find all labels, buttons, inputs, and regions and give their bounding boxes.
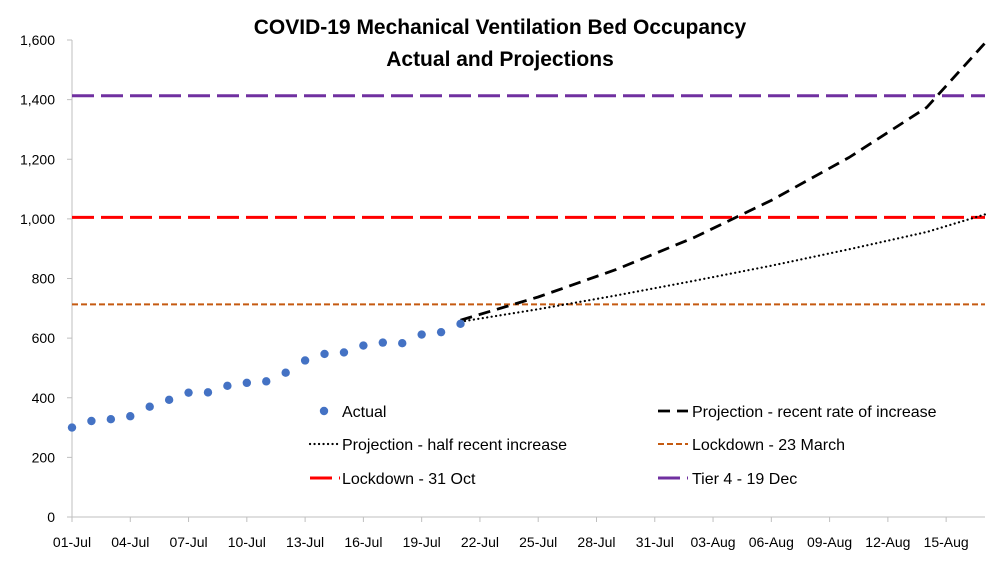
legend-label: Lockdown - 23 March	[692, 437, 845, 454]
y-tick-label: 600	[32, 330, 56, 346]
x-tick-label: 28-Jul	[577, 534, 615, 550]
y-tick-label: 1,400	[20, 92, 55, 108]
actual-point	[106, 415, 116, 424]
actual-point	[320, 349, 329, 359]
actual-point	[359, 341, 368, 350]
actual-point	[126, 412, 135, 421]
y-tick-label: 400	[32, 390, 56, 406]
chart-subtitle: Actual and Projections	[386, 48, 614, 71]
x-tick-label: 09-Aug	[807, 534, 852, 550]
x-tick-label: 25-Jul	[519, 534, 557, 550]
x-tick-label: 03-Aug	[690, 534, 735, 550]
x-tick-label: 19-Jul	[403, 534, 441, 550]
actual-point	[164, 395, 174, 405]
actual-point	[417, 330, 426, 339]
x-tick-label: 01-Jul	[53, 534, 91, 550]
y-tick-label: 1,200	[20, 151, 55, 167]
x-tick-label: 16-Jul	[344, 534, 382, 550]
actual-point	[67, 423, 77, 432]
x-tick-label: 13-Jul	[286, 534, 324, 550]
actual-point	[242, 378, 252, 388]
actual-point	[203, 388, 213, 397]
actual-point	[436, 327, 446, 337]
legend-label: Actual	[342, 404, 386, 421]
actual-point	[87, 416, 96, 426]
y-tick-label: 200	[32, 449, 56, 465]
x-tick-label: 31-Jul	[636, 534, 674, 550]
actual-point	[300, 356, 310, 365]
x-tick-label: 22-Jul	[461, 534, 499, 550]
x-tick-label: 04-Jul	[111, 534, 149, 550]
x-tick-label: 10-Jul	[228, 534, 266, 550]
y-tick-label: 1,000	[20, 211, 55, 227]
plot-area: 0 200 400 600 800 1,000 1,200 1,400 1,600 01-Jul 0…	[20, 32, 987, 550]
x-tick-label: 12-Aug	[865, 534, 910, 550]
y-tick-label: 0	[47, 509, 55, 525]
actual-point	[398, 338, 407, 348]
actual-point	[262, 377, 271, 386]
legend-label: Projection - half recent increase	[342, 437, 567, 454]
actual-point	[184, 388, 193, 397]
series-line-3	[459, 213, 987, 323]
actual-point	[145, 402, 154, 411]
y-tick-label: 800	[32, 271, 56, 287]
x-tick-label: 15-Aug	[924, 534, 969, 550]
chart-title: COVID-19 Mechanical Ventilation Bed Occu…	[254, 16, 747, 39]
legend-label: Lockdown - 31 Oct	[342, 471, 476, 488]
legend: Actual Projection - recent rate of increa…	[308, 404, 937, 488]
x-tick-label: 07-Jul	[169, 534, 207, 550]
actual-point	[281, 368, 290, 377]
series-line-2	[460, 42, 987, 322]
legend-marker	[319, 406, 329, 416]
actual-point	[223, 381, 232, 391]
legend-label: Projection - recent rate of increase	[692, 404, 937, 421]
y-tick-label: 1,600	[20, 32, 55, 48]
actual-point	[456, 319, 465, 329]
actual-point	[339, 348, 349, 357]
x-tick-label: 06-Aug	[749, 534, 794, 550]
legend-label: Tier 4 - 19 Dec	[692, 471, 797, 488]
actual-point	[378, 338, 388, 347]
